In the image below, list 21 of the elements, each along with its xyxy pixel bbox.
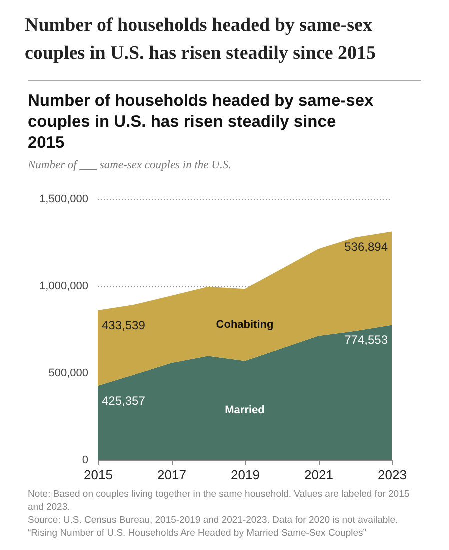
data-label: 425,357	[102, 394, 146, 408]
x-tick-label: 2023	[378, 468, 407, 482]
chart-subtitle: Number of ___ same-sex couples in the U.S.	[27, 160, 232, 172]
text: “Rising Number of U.S. Households Are Headed by Married Same-Sex Couples”	[28, 527, 368, 540]
x-tick-label: 2017	[158, 468, 186, 482]
x-tick-label: 2019	[231, 468, 260, 482]
series-label: Cohabiting	[216, 319, 274, 332]
data-label: 774,553	[344, 333, 388, 348]
y-tick-label: 1,000,000	[40, 280, 88, 292]
y-tick-label: 1,500,000	[40, 194, 88, 206]
y-tick-label: 0	[82, 454, 88, 466]
x-tick-label: 2021	[304, 468, 334, 482]
data-label: 536,894	[344, 240, 388, 254]
x-tick-label: 2015	[84, 468, 113, 482]
source-note: Source: U.S. Census Bureau, 2015-2019 and 2021-2023. Data for 2020 is not available.	[28, 514, 400, 527]
data-label: 433,539	[102, 318, 146, 333]
y-tick-label: 500,000	[48, 368, 88, 380]
text: Note: Based on couples living together in the same household. Values are labeled for 2015 and 2023.	[28, 488, 411, 514]
series-label: Married	[225, 404, 265, 417]
text: Number of households headed by same-sex couples in U.S. has risen steadily since 2015	[25, 14, 378, 66]
chart-title: Number of households headed by same-sex couples in U.S. has risen steadily since 2015	[28, 92, 374, 152]
